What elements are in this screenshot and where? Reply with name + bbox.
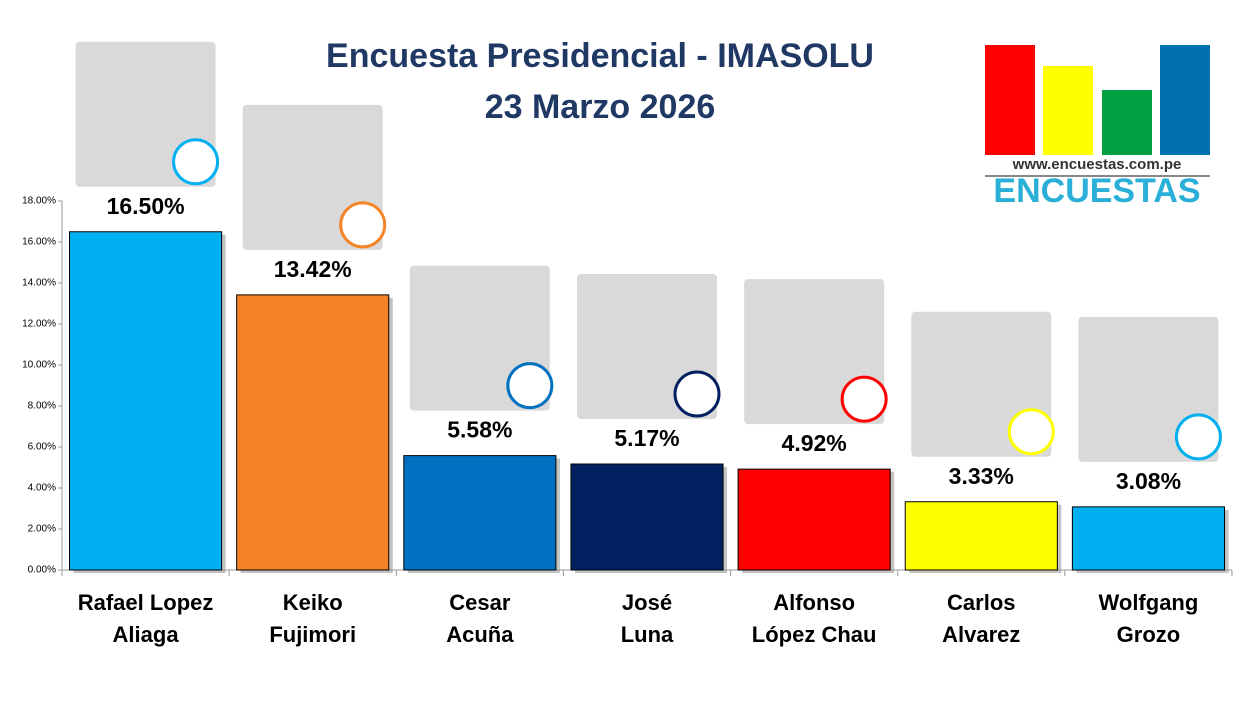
x-tick-label: Rafael Lopez — [78, 590, 214, 615]
party-logo — [506, 362, 554, 410]
party-logo — [673, 370, 721, 418]
y-tick-label: 6.00% — [28, 442, 56, 453]
value-label: 5.58% — [447, 417, 512, 443]
y-tick-label: 2.00% — [28, 524, 56, 535]
party-logo — [840, 375, 888, 423]
chart-title: Encuesta Presidencial - IMASOLU — [326, 37, 874, 75]
x-tick-label: López Chau — [752, 622, 877, 647]
value-label: 3.33% — [949, 463, 1014, 489]
bar — [69, 231, 223, 571]
bar — [1071, 506, 1225, 571]
bar — [904, 501, 1058, 571]
party-logo — [1007, 408, 1055, 456]
x-tick-label: Fujimori — [269, 622, 356, 647]
x-tick-label: Cesar — [449, 590, 511, 615]
y-tick-label: 16.00% — [22, 237, 56, 248]
value-label: 13.42% — [274, 256, 352, 282]
party-logo — [1174, 413, 1222, 461]
logo-bar — [1160, 45, 1210, 155]
logo-bar — [985, 45, 1035, 155]
bar — [570, 463, 724, 571]
logo-bar — [1043, 66, 1093, 155]
y-tick-label: 0.00% — [28, 565, 56, 576]
party-logo — [172, 138, 220, 186]
y-tick-label: 8.00% — [28, 401, 56, 412]
x-tick-label: José — [622, 590, 672, 615]
x-tick-label: Keiko — [283, 590, 343, 615]
x-tick-label: Grozo — [1117, 622, 1181, 647]
bar — [403, 455, 557, 571]
x-tick-label: Acuña — [446, 622, 514, 647]
x-tick-label: Wolfgang — [1099, 590, 1199, 615]
y-tick-label: 14.00% — [22, 278, 56, 289]
x-tick-label: Alfonso — [773, 590, 855, 615]
logo: www.encuestas.com.pe ENCUESTAS — [985, 45, 1210, 210]
x-tick-label: Carlos — [947, 590, 1015, 615]
chart-subtitle: 23 Marzo 2026 — [485, 88, 716, 126]
y-tick-label: 4.00% — [28, 483, 56, 494]
y-tick-label: 12.00% — [22, 319, 56, 330]
x-tick-label: Aliaga — [113, 622, 180, 647]
bar — [737, 468, 891, 571]
value-label: 4.92% — [782, 430, 847, 456]
bar — [236, 294, 390, 571]
logo-bar — [1102, 90, 1152, 155]
party-logo — [339, 201, 387, 249]
value-label: 5.17% — [614, 425, 679, 451]
value-label: 3.08% — [1116, 468, 1181, 494]
logo-url: www.encuestas.com.pe — [1012, 156, 1182, 173]
x-tick-label: Alvarez — [942, 622, 1020, 647]
value-label: 16.50% — [107, 193, 185, 219]
y-tick-label: 10.00% — [22, 360, 56, 371]
x-tick-label: Luna — [621, 622, 674, 647]
y-tick-label: 18.00% — [22, 196, 56, 207]
logo-name: ENCUESTAS — [993, 172, 1200, 210]
